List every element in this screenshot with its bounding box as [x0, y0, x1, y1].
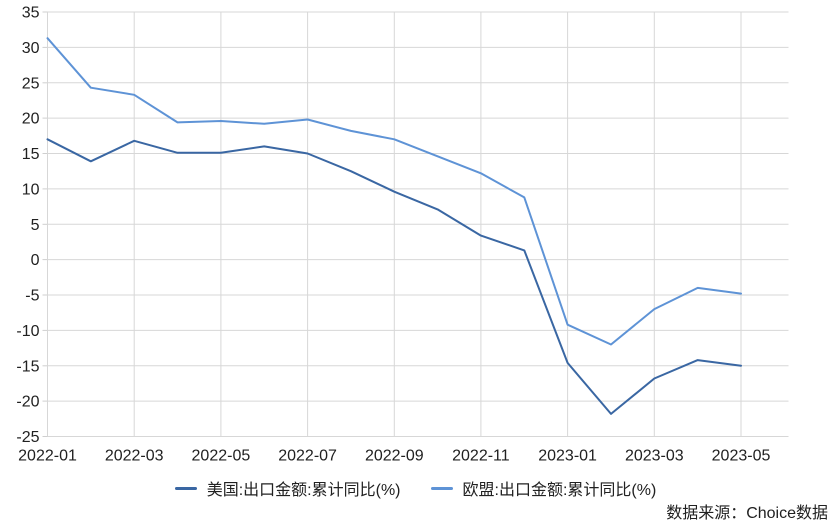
- chart-legend: 美国:出口金额:累计同比(%) 欧盟:出口金额:累计同比(%): [0, 476, 831, 500]
- svg-text:2022-05: 2022-05: [192, 448, 251, 465]
- svg-text:2022-11: 2022-11: [452, 448, 510, 465]
- svg-text:-10: -10: [16, 323, 39, 340]
- svg-text:0: 0: [31, 252, 40, 269]
- svg-text:2022-09: 2022-09: [365, 448, 424, 465]
- svg-text:30: 30: [22, 40, 40, 57]
- y-gridlines-and-labels: 35 30 25 20 15 10 5 0 -5 -10 -15 -20 -25: [16, 5, 789, 446]
- svg-text:5: 5: [31, 217, 40, 234]
- eu-line-marker-icon: [430, 486, 453, 490]
- legend-label-eu: 欧盟:出口金额:累计同比(%): [462, 482, 657, 499]
- x-gridlines-and-labels: 2022-01 2022-03 2022-05 2022-07 2022-09 2022-…: [18, 12, 770, 465]
- data-source-note: 数据来源：Choice数据: [666, 505, 828, 522]
- legend-label-us: 美国:出口金额:累计同比(%): [206, 482, 401, 499]
- svg-text:2022-01: 2022-01: [18, 448, 77, 465]
- svg-text:20: 20: [22, 111, 40, 128]
- svg-text:25: 25: [22, 75, 40, 92]
- us-line-marker-icon: [174, 486, 197, 490]
- legend-item-us: 美国:出口金额:累计同比(%): [174, 476, 401, 500]
- svg-text:-5: -5: [25, 288, 39, 305]
- svg-text:2022-07: 2022-07: [278, 448, 337, 465]
- svg-text:2023-01: 2023-01: [538, 448, 597, 465]
- svg-text:-20: -20: [16, 394, 39, 411]
- legend-item-eu: 欧盟:出口金额:累计同比(%): [430, 476, 657, 500]
- series-line-eu: [46, 37, 742, 346]
- svg-text:35: 35: [22, 5, 40, 22]
- svg-text:15: 15: [22, 146, 40, 163]
- svg-text:-15: -15: [16, 358, 39, 375]
- svg-text:2023-03: 2023-03: [625, 448, 684, 465]
- svg-text:2023-05: 2023-05: [712, 448, 771, 465]
- svg-text:10: 10: [22, 181, 40, 198]
- svg-text:-25: -25: [16, 429, 39, 446]
- series-line-us: [46, 138, 742, 415]
- svg-text:2022-03: 2022-03: [105, 448, 164, 465]
